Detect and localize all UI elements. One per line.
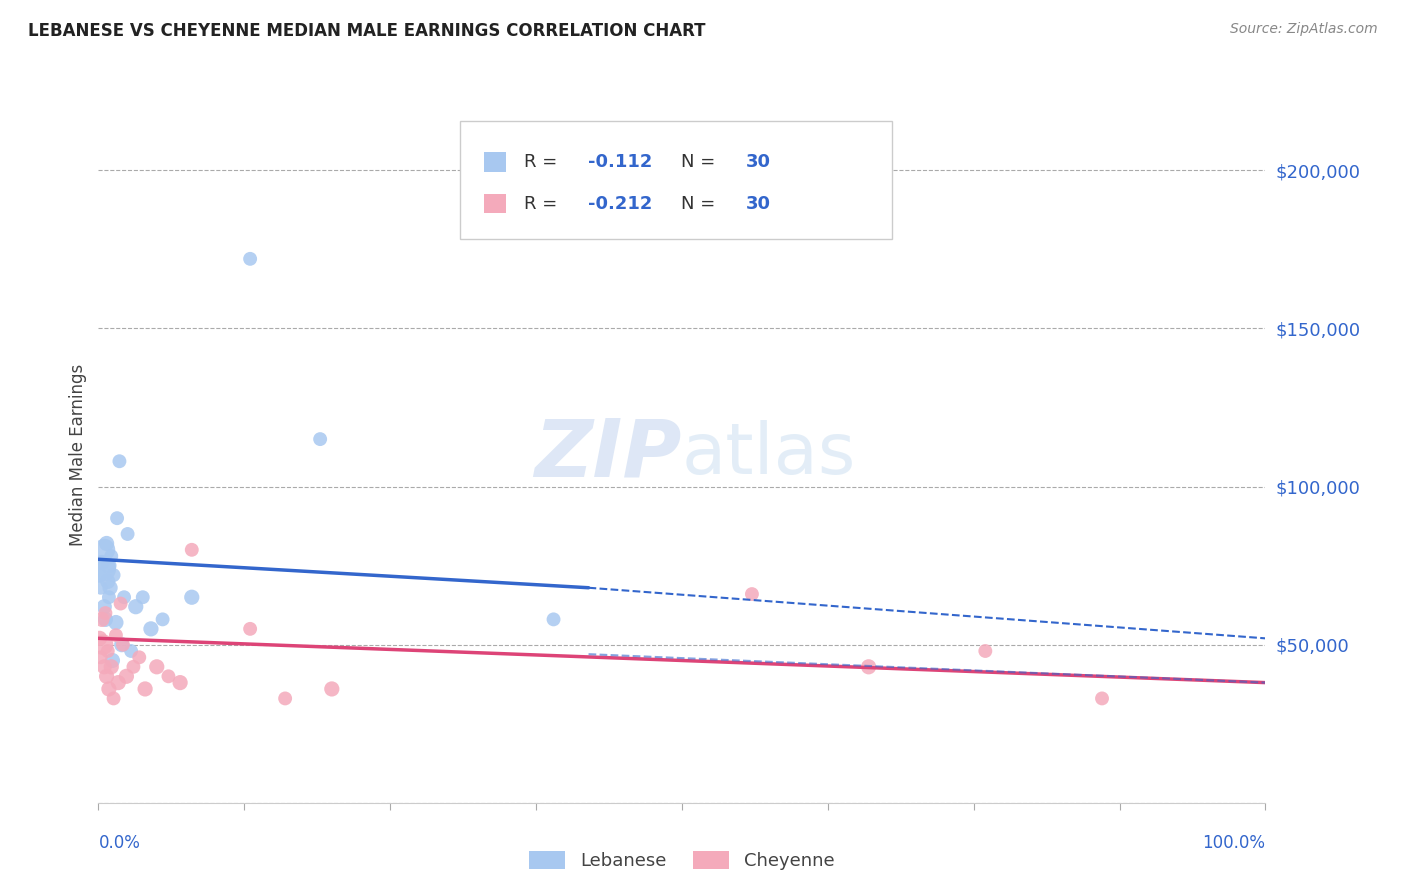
Point	[93, 599, 115, 614]
Point	[103, 691, 125, 706]
Point	[117, 527, 139, 541]
Point	[132, 591, 155, 605]
Text: 30: 30	[745, 194, 770, 213]
Point	[105, 511, 128, 525]
Point	[180, 542, 202, 557]
Point	[94, 606, 117, 620]
Text: 100.0%: 100.0%	[1202, 834, 1265, 852]
Point	[93, 542, 115, 557]
Text: 30: 30	[745, 153, 770, 171]
Point	[97, 558, 120, 573]
Point	[134, 681, 156, 696]
Point	[239, 622, 262, 636]
Text: N =: N =	[682, 194, 721, 213]
Text: atlas: atlas	[682, 420, 856, 490]
Point	[741, 587, 763, 601]
Point	[97, 644, 120, 658]
Point	[97, 681, 120, 696]
Point	[91, 638, 114, 652]
Point	[274, 691, 297, 706]
Point	[89, 568, 111, 582]
Point	[239, 252, 262, 266]
Point	[157, 669, 180, 683]
Point	[93, 660, 115, 674]
Point	[91, 562, 114, 576]
Point	[169, 675, 191, 690]
Point	[103, 568, 125, 582]
Point	[104, 628, 127, 642]
Point	[98, 581, 121, 595]
Point	[90, 650, 112, 665]
Point	[120, 644, 142, 658]
Point	[90, 581, 112, 595]
Point	[321, 681, 343, 696]
Point	[122, 660, 145, 674]
Point	[152, 612, 174, 626]
Point	[180, 591, 202, 605]
Text: -0.112: -0.112	[588, 153, 652, 171]
Point	[128, 650, 150, 665]
Point	[1091, 691, 1114, 706]
Point	[139, 622, 162, 636]
Point	[858, 660, 880, 674]
Point	[100, 660, 122, 674]
Point	[111, 638, 134, 652]
Legend: Lebanese, Cheyenne: Lebanese, Cheyenne	[522, 844, 842, 877]
Point	[89, 632, 111, 646]
Point	[146, 660, 169, 674]
Text: LEBANESE VS CHEYENNE MEDIAN MALE EARNINGS CORRELATION CHART: LEBANESE VS CHEYENNE MEDIAN MALE EARNING…	[28, 22, 706, 40]
Text: -0.212: -0.212	[588, 194, 652, 213]
Point	[90, 556, 112, 570]
Point	[125, 599, 148, 614]
Point	[97, 574, 120, 589]
Text: ZIP: ZIP	[534, 416, 682, 494]
Point	[115, 669, 138, 683]
Text: Source: ZipAtlas.com: Source: ZipAtlas.com	[1230, 22, 1378, 37]
Text: R =: R =	[524, 194, 562, 213]
Point	[97, 591, 120, 605]
FancyBboxPatch shape	[460, 121, 891, 239]
Point	[107, 675, 129, 690]
Point	[111, 638, 134, 652]
Point	[96, 536, 118, 550]
Point	[543, 612, 565, 626]
Y-axis label: Median Male Earnings: Median Male Earnings	[69, 364, 87, 546]
FancyBboxPatch shape	[484, 194, 506, 213]
Point	[96, 669, 118, 683]
Point	[108, 454, 131, 468]
FancyBboxPatch shape	[484, 153, 506, 172]
Point	[112, 591, 135, 605]
Point	[101, 653, 124, 667]
Point	[100, 549, 122, 563]
Text: N =: N =	[682, 153, 721, 171]
Text: 0.0%: 0.0%	[98, 834, 141, 852]
Point	[974, 644, 997, 658]
Point	[90, 612, 112, 626]
Point	[104, 615, 127, 630]
Point	[110, 597, 132, 611]
Text: R =: R =	[524, 153, 562, 171]
Point	[94, 612, 117, 626]
Point	[309, 432, 332, 446]
